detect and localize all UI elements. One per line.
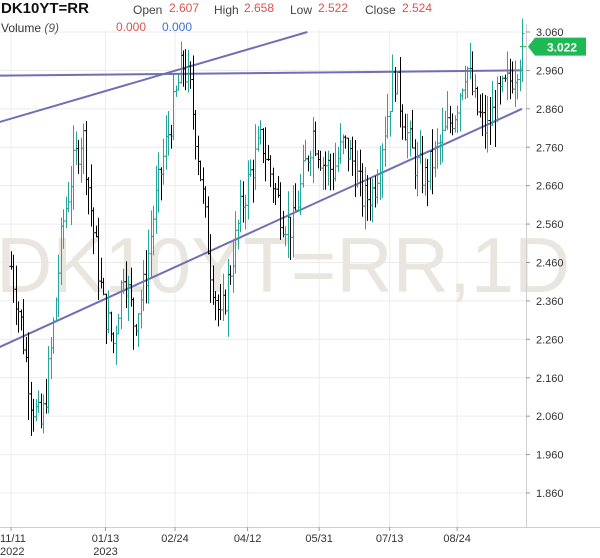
volume-period: (9) bbox=[44, 21, 60, 35]
x-tick-label: 02/24 bbox=[161, 533, 189, 545]
y-tick-label: 3.060 bbox=[536, 27, 564, 39]
symbol-title: DK10YT=RR bbox=[1, 0, 89, 17]
open-label: Open bbox=[133, 3, 163, 17]
y-tick-label: 2.760 bbox=[536, 142, 564, 154]
low-label: Low bbox=[290, 3, 313, 17]
y-tick-label: 2.060 bbox=[536, 411, 564, 423]
y-tick-label: 2.960 bbox=[536, 65, 564, 77]
x-tick-label: 04/12 bbox=[234, 533, 262, 545]
y-tick-label: 2.160 bbox=[536, 373, 564, 385]
high-label: High bbox=[214, 3, 239, 17]
volume-value-1: 0.000 bbox=[116, 20, 147, 34]
x-tick-label: 05/31 bbox=[305, 533, 333, 545]
x-tick-year-label: 2023 bbox=[93, 546, 117, 558]
y-tick-label: 2.560 bbox=[536, 219, 564, 231]
y-tick-label: 2.660 bbox=[536, 181, 564, 193]
x-tick-label: 11/11 bbox=[0, 533, 26, 545]
x-tick-label: 07/13 bbox=[376, 533, 404, 545]
x-tick-year-label: 2022 bbox=[0, 546, 24, 558]
low-value: 2.522 bbox=[318, 1, 349, 15]
y-tick-label: 2.460 bbox=[536, 258, 564, 270]
x-tick-label: 08/24 bbox=[443, 533, 471, 545]
y-tick-label: 2.860 bbox=[536, 104, 564, 116]
high-value: 2.658 bbox=[244, 1, 275, 15]
last-price-label: 3.022 bbox=[547, 41, 577, 55]
y-tick-label: 2.360 bbox=[536, 296, 564, 308]
x-tick-label: 01/13 bbox=[92, 533, 120, 545]
lower-channel-trendline bbox=[0, 107, 523, 349]
volume-value-2: 0.000 bbox=[162, 20, 193, 34]
close-label: Close bbox=[365, 3, 396, 17]
open-value: 2.607 bbox=[169, 1, 200, 15]
upper-channel-trendline bbox=[0, 31, 308, 123]
y-tick-label: 1.960 bbox=[536, 450, 564, 462]
close-value: 2.524 bbox=[402, 1, 433, 15]
y-tick-label: 2.260 bbox=[536, 334, 564, 346]
last-price-tag bbox=[528, 37, 586, 56]
y-tick-label: 1.860 bbox=[536, 488, 564, 500]
volume-label: Volume bbox=[1, 21, 42, 35]
volume-indicator-label: Volume (9) bbox=[1, 21, 59, 35]
horizontal-resistance-trendline bbox=[0, 69, 523, 77]
